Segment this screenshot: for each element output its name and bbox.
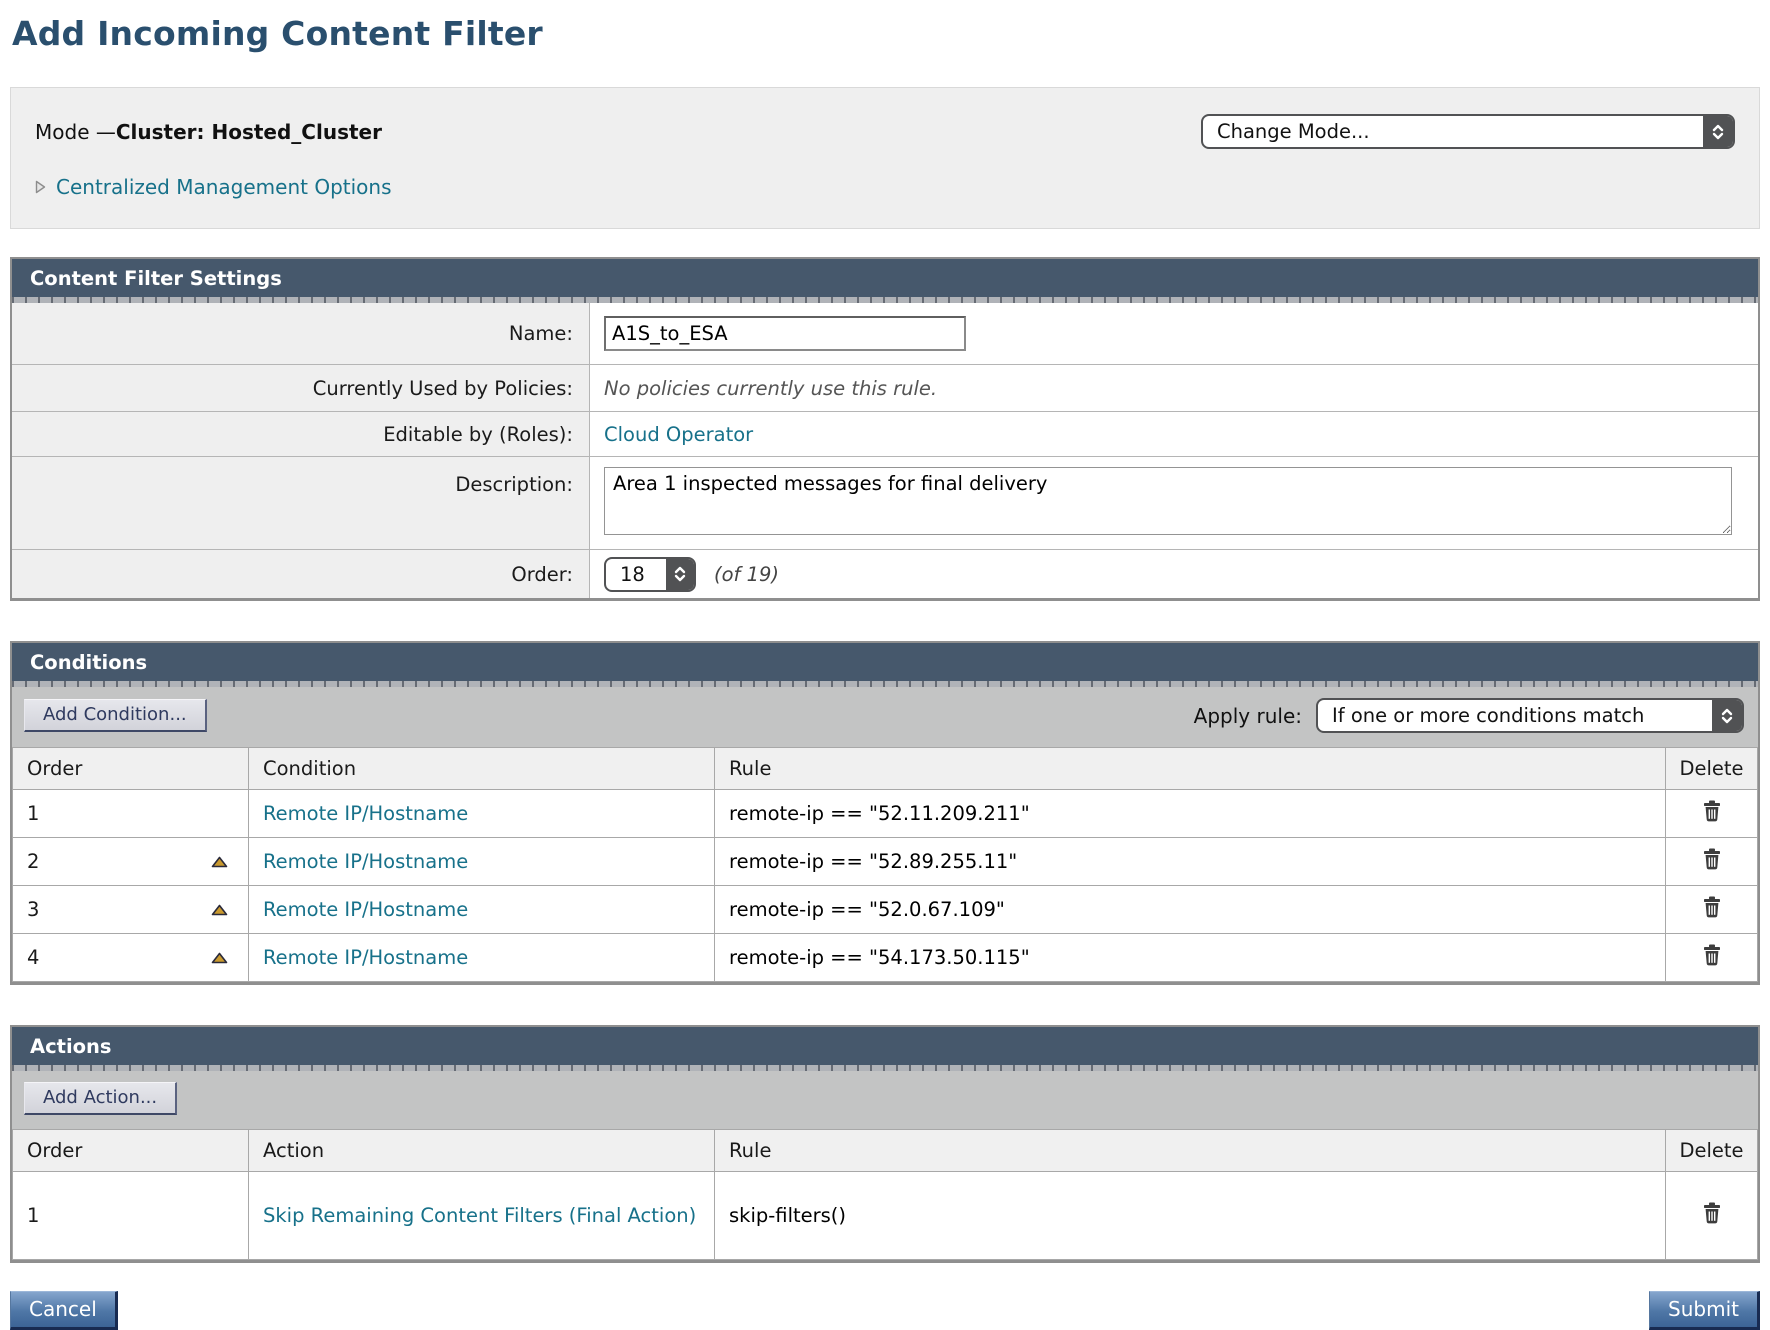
condition-row: 3 Remote IP/Hostname remote-ip == "52.0.… [12,885,1758,934]
mode-box: Mode —Cluster: Hosted_Cluster Change Mod… [10,87,1760,229]
delete-condition-icon[interactable] [1700,847,1724,873]
actions-panel: Actions Add Action... Order Action Rule … [10,1025,1760,1263]
action-order: 1 [27,1204,40,1227]
mode-prefix: Mode — [35,119,116,144]
change-mode-select-value: Change Mode... [1217,120,1370,143]
policies-row: Currently Used by Policies: No policies … [12,365,1758,412]
condition-link[interactable]: Remote IP/Hostname [263,802,469,825]
condition-rule: remote-ip == "52.89.255.11" [729,850,1018,873]
condition-order: 2 [27,850,40,873]
condition-rule: remote-ip == "52.0.67.109" [729,898,1005,921]
column-header-order: Order [12,1129,249,1172]
condition-link[interactable]: Remote IP/Hostname [263,898,469,921]
centralized-management-options-link[interactable]: Centralized Management Options [56,175,392,199]
actions-toolbar: Add Action... [12,1071,1758,1129]
tick-strip [12,681,1758,687]
action-rule: skip-filters() [729,1204,847,1227]
description-row: Description: Area 1 inspected messages f… [12,457,1758,550]
column-header-delete: Delete [1665,747,1758,790]
order-select[interactable]: 18 [604,556,696,592]
order-select-value: 18 [620,562,645,586]
mode-value: Cluster: Hosted_Cluster [115,119,382,144]
column-header-order: Order [12,747,249,790]
move-up-icon[interactable] [211,952,228,964]
actions-header-row: Order Action Rule Delete [12,1129,1758,1172]
condition-order: 3 [27,898,40,921]
add-action-button[interactable]: Add Action... [24,1082,178,1115]
apply-rule-select-value: If one or more conditions match [1332,704,1645,727]
delete-condition-icon[interactable] [1700,895,1724,921]
apply-rule-label: Apply rule: [1193,703,1302,728]
name-input[interactable] [604,316,966,351]
actions-header: Actions [12,1027,1758,1065]
column-header-delete: Delete [1665,1129,1758,1172]
column-header-rule: Rule [714,1129,1666,1172]
description-label: Description: [12,457,590,549]
page-title: Add Incoming Content Filter [12,14,543,53]
order-row: Order: 18 (of 19) [12,550,1758,598]
description-textarea[interactable]: Area 1 inspected messages for final deli… [604,467,1732,535]
policies-value: No policies currently use this rule. [604,376,938,400]
content-filter-settings-panel: Content Filter Settings Name: Currently … [10,257,1760,601]
change-mode-select[interactable]: Change Mode... [1201,114,1735,149]
cancel-button[interactable]: Cancel [10,1291,118,1330]
mode-text: Mode —Cluster: Hosted_Cluster [35,120,382,144]
delete-condition-icon[interactable] [1700,943,1724,969]
move-up-icon[interactable] [211,904,228,916]
condition-rule: remote-ip == "52.11.209.211" [729,802,1030,825]
select-stepper-icon [666,558,694,590]
column-header-rule: Rule [714,747,1666,790]
condition-order: 1 [27,802,40,825]
footer: Cancel Submit [10,1291,1760,1330]
tick-strip [12,297,1758,303]
roles-label: Editable by (Roles): [12,412,590,456]
conditions-toolbar: Add Condition... Apply rule: If one or m… [12,687,1758,747]
disclosure-triangle-icon [35,180,46,194]
column-header-condition: Condition [248,747,715,790]
conditions-header: Conditions [12,643,1758,681]
condition-row: 4 Remote IP/Hostname remote-ip == "54.17… [12,933,1758,982]
roles-value-link[interactable]: Cloud Operator [604,422,754,446]
conditions-header-row: Order Condition Rule Delete [12,747,1758,790]
content-filter-settings-header: Content Filter Settings [12,259,1758,297]
delete-condition-icon[interactable] [1700,799,1724,825]
delete-action-icon[interactable] [1700,1201,1724,1227]
conditions-panel: Conditions Add Condition... Apply rule: … [10,641,1760,985]
condition-rule: remote-ip == "54.173.50.115" [729,946,1030,969]
name-label: Name: [12,303,590,364]
apply-rule-select[interactable]: If one or more conditions match [1316,698,1744,733]
condition-row: 1 Remote IP/Hostname remote-ip == "52.11… [12,789,1758,838]
name-row: Name: [12,303,1758,365]
action-link[interactable]: Skip Remaining Content Filters (Final Ac… [263,1204,697,1227]
condition-row: 2 Remote IP/Hostname remote-ip == "52.89… [12,837,1758,886]
action-row: 1 Skip Remaining Content Filters (Final … [12,1171,1758,1260]
tick-strip [12,1065,1758,1071]
conditions-table: Order Condition Rule Delete 1 Remote IP/… [12,747,1758,982]
order-label: Order: [12,550,590,598]
add-condition-button[interactable]: Add Condition... [24,699,207,732]
actions-table: Order Action Rule Delete 1 Skip Remainin… [12,1129,1758,1260]
select-stepper-icon [1703,116,1733,147]
submit-button[interactable]: Submit [1649,1291,1760,1330]
condition-order: 4 [27,946,40,969]
move-up-icon[interactable] [211,856,228,868]
column-header-action: Action [248,1129,715,1172]
order-of-total: (of 19) [714,562,780,586]
condition-link[interactable]: Remote IP/Hostname [263,946,469,969]
policies-label: Currently Used by Policies: [12,365,590,411]
roles-row: Editable by (Roles): Cloud Operator [12,412,1758,457]
select-stepper-icon [1712,700,1742,731]
condition-link[interactable]: Remote IP/Hostname [263,850,469,873]
